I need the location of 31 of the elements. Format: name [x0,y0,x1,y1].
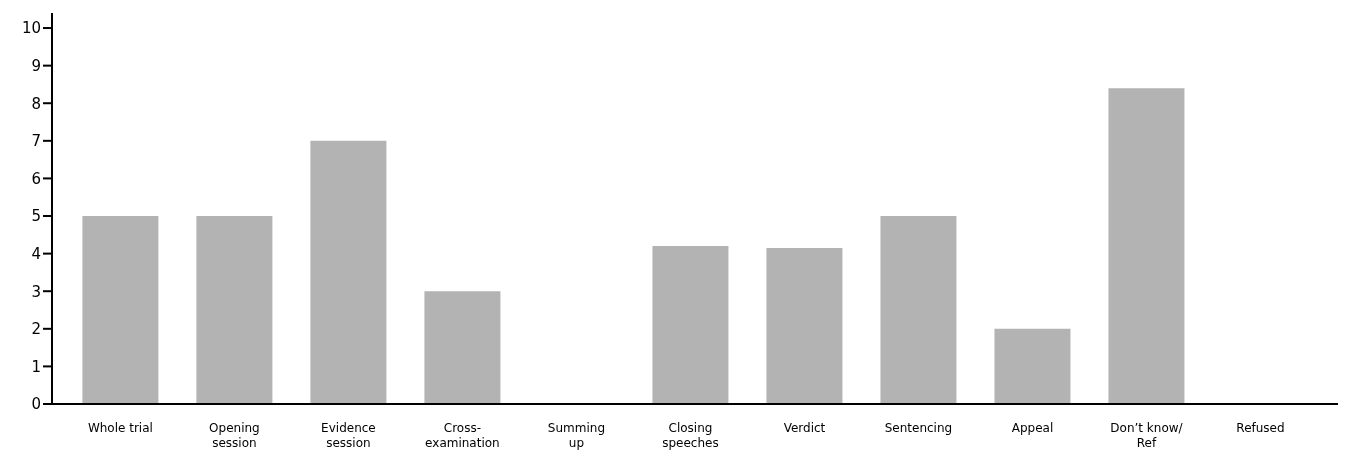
x-tick-label: Cross- examination [425,421,500,450]
bar [994,328,1071,404]
x-tick-label: Closing speeches [662,421,719,450]
x-tick-label: Summing up [547,421,606,450]
x-tick-label: Appeal [1011,421,1054,435]
x-tick-label: Don’t know/ Ref [1110,421,1184,450]
x-tick-label: Whole trial [87,421,153,435]
y-tick-label: 2 [31,320,41,339]
x-tick-label: Refused [1236,421,1285,435]
y-tick-label: 0 [31,395,41,414]
x-tick-label: Verdict [783,421,826,435]
y-tick-label: 5 [31,207,41,226]
bar [424,291,501,404]
x-tick-label: Opening session [209,421,260,450]
y-tick-label: 3 [31,282,41,301]
y-tick-label: 1 [31,357,41,376]
y-tick-label: 8 [31,94,41,113]
x-tick-label: Evidence session [321,421,376,450]
bar [880,216,957,404]
x-tick-label: Sentencing [884,421,953,435]
bar [82,216,159,404]
y-tick-label: 7 [31,132,41,151]
y-tick-label: 6 [31,169,41,188]
y-tick-label: 9 [31,56,41,75]
bar [766,247,843,404]
bar [196,216,273,404]
bar [310,140,387,404]
bar [652,246,729,404]
bar [1108,88,1185,404]
y-tick-label: 4 [31,244,41,263]
y-tick-label: 10 [21,19,41,38]
